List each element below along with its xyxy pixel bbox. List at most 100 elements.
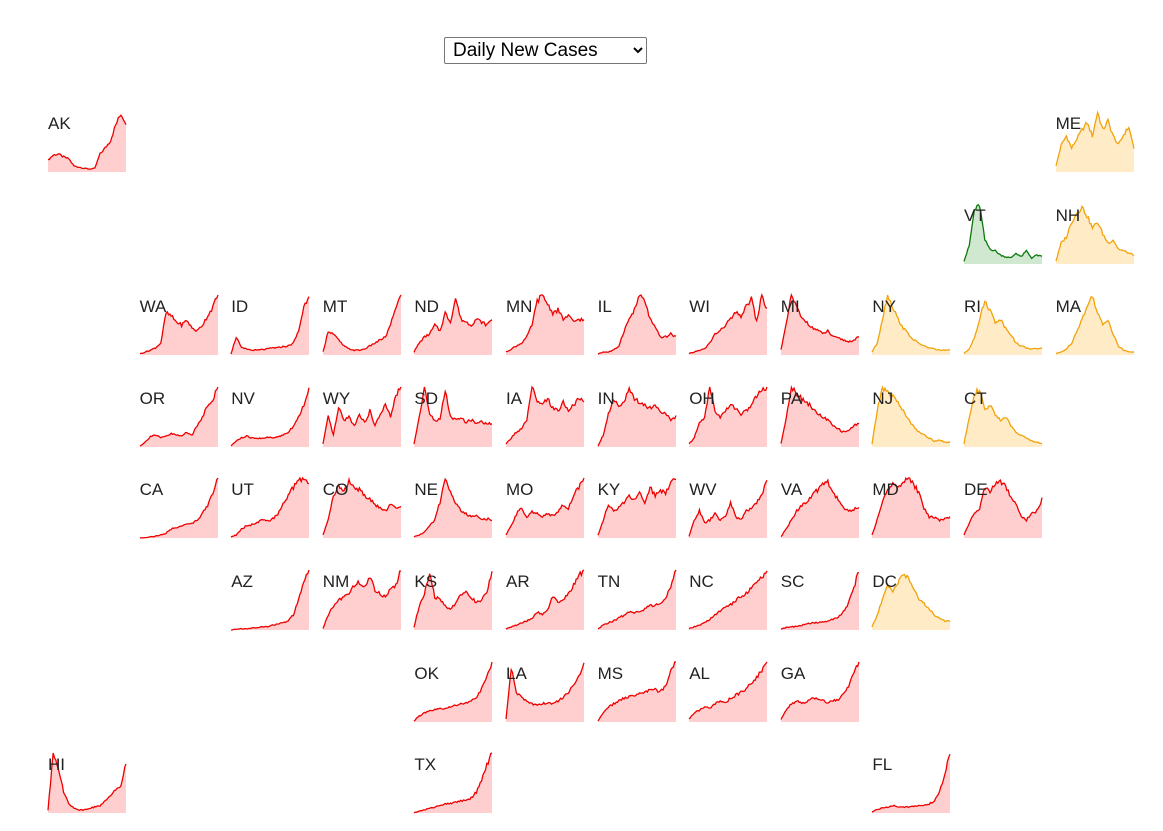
state-label: MI (780, 297, 800, 317)
sparkline-area (689, 661, 768, 722)
sparkline-chart (597, 385, 677, 447)
sparkline-area (414, 571, 493, 630)
state-tile-ri[interactable]: RI (963, 291, 1042, 356)
state-tile-md[interactable]: MD (871, 474, 951, 539)
state-tile-tn[interactable]: TN (597, 566, 677, 630)
state-label: CA (139, 480, 164, 500)
sparkline-line (505, 294, 585, 353)
state-tile-fl[interactable]: FL (872, 749, 951, 814)
sparkline-area (597, 295, 676, 356)
state-tile-mo[interactable]: MO (505, 474, 585, 539)
state-tile-nc[interactable]: NC (688, 566, 768, 630)
sparkline-chart (322, 477, 402, 539)
state-tile-sd[interactable]: SD (413, 383, 493, 447)
state-tile-ct[interactable]: CT (963, 383, 1043, 447)
state-tile-ga[interactable]: GA (780, 658, 860, 722)
sparkline-line (230, 476, 310, 538)
state-tile-mi[interactable]: MI (780, 291, 859, 356)
state-tile-az[interactable]: AZ (231, 566, 310, 631)
state-tile-ms[interactable]: MS (597, 658, 676, 722)
state-tile-hi[interactable]: HI (47, 749, 127, 814)
state-tile-ks[interactable]: KS (413, 566, 494, 630)
state-label: NC (689, 572, 714, 591)
metric-select[interactable]: Daily New Cases (444, 37, 647, 64)
state-label: LA (506, 663, 527, 683)
state-label: ME (1055, 114, 1082, 133)
state-tile-wy[interactable]: WY (322, 383, 402, 447)
state-tile-pa[interactable]: PA (780, 383, 859, 447)
sparkline-area (414, 386, 493, 447)
sparkline-area (780, 480, 859, 539)
state-tile-nd[interactable]: ND (413, 291, 493, 356)
state-tile-ia[interactable]: IA (505, 383, 585, 447)
sparkline-chart (1054, 204, 1134, 264)
sparkline-line (413, 571, 494, 628)
state-tile-nj[interactable]: NJ (871, 383, 951, 447)
sparkline-chart (871, 295, 951, 356)
sparkline-area (139, 295, 218, 356)
state-tile-ne[interactable]: NE (414, 474, 493, 539)
state-tile-nh[interactable]: NH (1054, 200, 1134, 264)
sparkline-chart (413, 298, 493, 356)
state-tile-la[interactable]: LA (505, 658, 585, 722)
state-tile-tx[interactable]: TX (414, 749, 493, 814)
state-tile-me[interactable]: ME (1054, 108, 1135, 172)
state-tile-id[interactable]: ID (230, 291, 310, 356)
state-tile-oh[interactable]: OH (688, 383, 768, 447)
state-tile-va[interactable]: VA (780, 474, 860, 539)
sparkline-line (139, 294, 219, 355)
state-label: IL (597, 297, 612, 317)
sparkline-area (48, 753, 126, 814)
sparkline-line (505, 385, 585, 445)
sparkline-chart (139, 294, 219, 356)
sparkline-chart (505, 294, 585, 356)
state-tile-ma[interactable]: MA (1055, 291, 1134, 356)
sparkline-line (597, 660, 676, 721)
state-tile-ok[interactable]: OK (413, 658, 494, 722)
state-label: OK (414, 663, 439, 683)
state-tile-de[interactable]: DE (963, 474, 1043, 539)
state-tile-co[interactable]: CO (322, 474, 402, 539)
sparkline-chart (230, 387, 310, 447)
state-tile-wa[interactable]: WA (139, 291, 219, 356)
state-tile-dc[interactable]: DC (871, 566, 951, 630)
state-tile-wi[interactable]: WI (688, 291, 768, 356)
state-tile-wv[interactable]: WV (688, 474, 768, 539)
state-tile-nm[interactable]: NM (322, 566, 401, 630)
state-tile-ny[interactable]: NY (871, 291, 951, 356)
state-tile-ut[interactable]: UT (230, 474, 310, 539)
state-tile-vt[interactable]: VT (963, 200, 1043, 264)
sparkline-area (1055, 112, 1134, 172)
state-tile-mn[interactable]: MN (505, 291, 585, 356)
state-tile-ak[interactable]: AK (47, 108, 127, 172)
sparkline-chart (780, 293, 859, 356)
sparkline-area (872, 387, 951, 447)
state-tile-al[interactable]: AL (688, 658, 768, 722)
sparkline-chart (322, 570, 401, 630)
sparkline-chart (780, 661, 860, 722)
state-tile-or[interactable]: OR (139, 383, 219, 447)
sparkline-chart (231, 569, 310, 631)
state-label: OR (139, 388, 166, 408)
state-tile-ca[interactable]: CA (139, 474, 219, 539)
state-label: MN (506, 297, 533, 317)
sparkline-line (780, 293, 859, 350)
sparkline-chart (414, 478, 493, 539)
state-tile-mt[interactable]: MT (322, 291, 402, 356)
sparkline-line (963, 386, 1043, 444)
sparkline-area (506, 295, 584, 356)
state-tile-in[interactable]: IN (597, 383, 677, 447)
state-label: IN (597, 388, 615, 408)
sparkline-area (597, 387, 676, 447)
state-tile-il[interactable]: IL (597, 291, 676, 356)
state-tile-ar[interactable]: AR (505, 566, 585, 630)
state-label: GA (780, 663, 806, 683)
state-tile-sc[interactable]: SC (780, 566, 859, 630)
state-tile-ky[interactable]: KY (596, 474, 676, 539)
state-tile-nv[interactable]: NV (230, 383, 310, 447)
sparkline-line (505, 478, 585, 536)
sparkline-chart (322, 294, 402, 356)
state-label: NV (231, 388, 255, 408)
sparkline-chart (597, 569, 677, 630)
sparkline-line (688, 293, 768, 355)
